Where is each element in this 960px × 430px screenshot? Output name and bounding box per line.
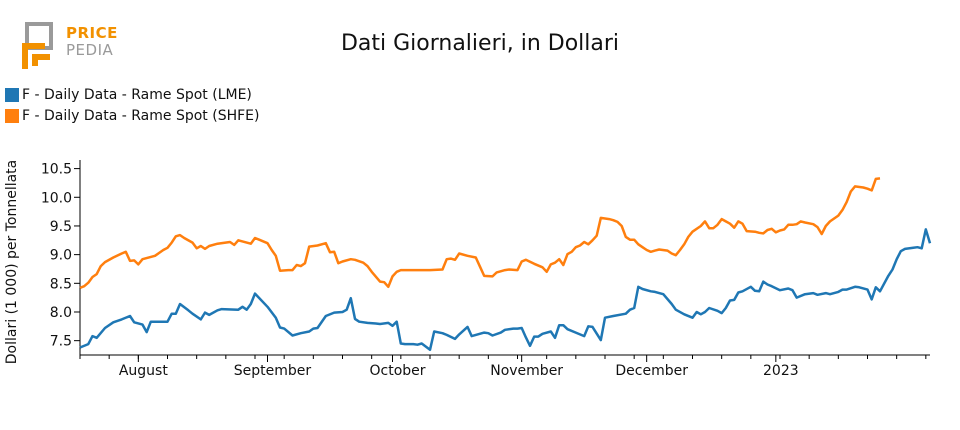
series-line-lme <box>79 228 932 352</box>
legend-label-lme: F - Daily Data - Rame Spot (LME) <box>22 86 252 103</box>
chart-legend: F - Daily Data - Rame Spot (LME) F - Dai… <box>5 84 259 126</box>
y-tick-label: 9.0 <box>50 248 72 264</box>
legend-item-lme[interactable]: F - Daily Data - Rame Spot (LME) <box>5 84 259 105</box>
y-tick-label: 10.0 <box>41 190 72 206</box>
legend-swatch-lme <box>5 87 19 102</box>
x-tick-label: December <box>615 363 688 379</box>
series-line-shfe <box>79 177 881 290</box>
logo-corner-orange-small <box>32 54 50 66</box>
x-tick-label: October <box>369 363 425 379</box>
chart-title: Dati Giornalieri, in Dollari <box>340 31 620 56</box>
y-axis-label-group: Dollari (1 000) per Tonnellata <box>4 160 20 364</box>
y-axis-label: Dollari (1 000) per Tonnellata <box>4 160 20 364</box>
y-tick-label: 10.5 <box>41 162 72 178</box>
y-tick-label: 9.5 <box>50 219 72 235</box>
logo-text-price: PRICE <box>66 24 118 42</box>
y-tick-label: 8.5 <box>50 276 72 292</box>
logo-corner-orange <box>22 43 45 69</box>
logo-mark-icon <box>22 22 53 69</box>
x-tick-label: 2023 <box>763 363 799 379</box>
logo-text-pedia: PEDIA <box>66 41 114 59</box>
legend-item-shfe[interactable]: F - Daily Data - Rame Spot (SHFE) <box>5 105 259 126</box>
axes: 7.5 8.0 8.5 9.0 9.5 10.0 10.5 August September Oc… <box>41 160 930 379</box>
series-lines <box>79 177 932 352</box>
legend-swatch-shfe <box>5 108 19 123</box>
pricepedia-logo: PRICE PEDIA <box>18 22 128 74</box>
x-tick-label: November <box>490 363 563 379</box>
y-tick-label: 8.0 <box>50 305 72 321</box>
x-tick-label: August <box>119 363 169 379</box>
y-tick-label: 7.5 <box>50 334 72 350</box>
legend-label-shfe: F - Daily Data - Rame Spot (SHFE) <box>22 107 260 124</box>
x-tick-label: September <box>234 363 312 379</box>
